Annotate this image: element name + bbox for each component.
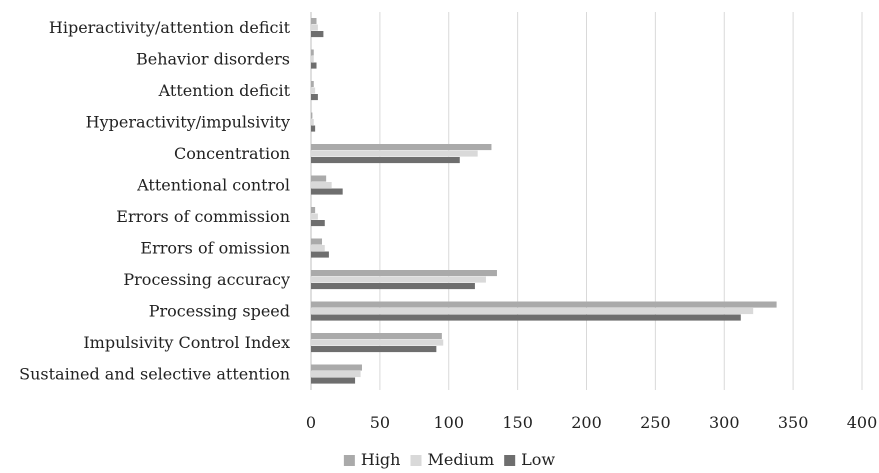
x-tick-label: 300 <box>709 413 740 432</box>
bar-medium-1 <box>311 56 314 63</box>
category-label: Attentional control <box>136 175 290 194</box>
x-tick-label: 100 <box>433 413 464 432</box>
bar-low-10 <box>311 346 437 353</box>
bar-high-0 <box>311 18 317 25</box>
bar-medium-5 <box>311 182 332 189</box>
bar-medium-8 <box>311 276 486 283</box>
bar-high-3 <box>311 112 313 119</box>
bar-high-2 <box>311 81 314 88</box>
bar-high-6 <box>311 207 316 214</box>
bar-medium-7 <box>311 245 325 252</box>
bar-low-7 <box>311 251 329 258</box>
bar-medium-3 <box>311 119 314 126</box>
bar-low-9 <box>311 314 741 321</box>
x-tick-label: 50 <box>370 413 390 432</box>
x-tick-label: 400 <box>847 413 878 432</box>
bar-medium-2 <box>311 87 316 94</box>
bar-high-9 <box>311 301 777 308</box>
category-label: Attention deficit <box>158 81 291 100</box>
bar-low-5 <box>311 188 343 195</box>
bar-low-11 <box>311 377 356 384</box>
bar-high-8 <box>311 270 497 277</box>
bar-medium-6 <box>311 213 318 220</box>
legend-label-low: Low <box>521 450 555 469</box>
category-label: Concentration <box>174 144 290 163</box>
bar-low-3 <box>311 125 316 132</box>
category-label: Sustained and selective attention <box>19 364 290 383</box>
x-tick-labels: 0 50 100 150 200 250 300 350 400 <box>306 413 877 432</box>
bar-high-10 <box>311 333 442 340</box>
bar-low-2 <box>311 94 318 101</box>
bar-low-6 <box>311 220 325 227</box>
bar-low-0 <box>311 31 324 38</box>
gridlines <box>310 12 863 390</box>
legend-swatch-low <box>504 455 516 466</box>
x-tick-label: 150 <box>502 413 533 432</box>
x-tick-label: 0 <box>306 413 316 432</box>
category-label: Behavior disorders <box>136 49 290 68</box>
bar-medium-0 <box>311 24 318 31</box>
category-label: Processing speed <box>149 301 290 320</box>
bar-high-1 <box>311 49 314 56</box>
legend-label-high: High <box>361 450 401 469</box>
bar-high-11 <box>311 364 362 371</box>
category-label: Hiperactivity/attention deficit <box>49 18 291 37</box>
legend-swatch-medium <box>410 455 422 466</box>
bar-high-4 <box>311 144 492 151</box>
legend: High Medium Low <box>343 450 555 469</box>
bar-high-7 <box>311 238 323 245</box>
bar-medium-10 <box>311 339 444 346</box>
bar-high-5 <box>311 175 327 182</box>
bar-medium-9 <box>311 308 754 315</box>
bar-low-4 <box>311 157 460 164</box>
x-tick-label: 200 <box>571 413 602 432</box>
bar-medium-11 <box>311 371 361 378</box>
legend-label-medium: Medium <box>427 450 494 469</box>
bars <box>311 18 777 384</box>
x-tick-label: 350 <box>778 413 809 432</box>
legend-swatch-high <box>343 455 355 466</box>
x-tick-label: 250 <box>640 413 671 432</box>
category-label: Hyperactivity/impulsivity <box>86 112 290 131</box>
category-label: Impulsivity Control Index <box>83 333 290 352</box>
category-label: Processing accuracy <box>123 270 290 289</box>
category-label: Errors of omission <box>140 238 290 257</box>
bar-low-1 <box>311 62 317 69</box>
bar-medium-4 <box>311 150 478 157</box>
category-labels: Hiperactivity/attention deficit Behavior … <box>19 18 290 384</box>
bar-low-8 <box>311 283 475 290</box>
category-label: Errors of commission <box>116 207 290 226</box>
